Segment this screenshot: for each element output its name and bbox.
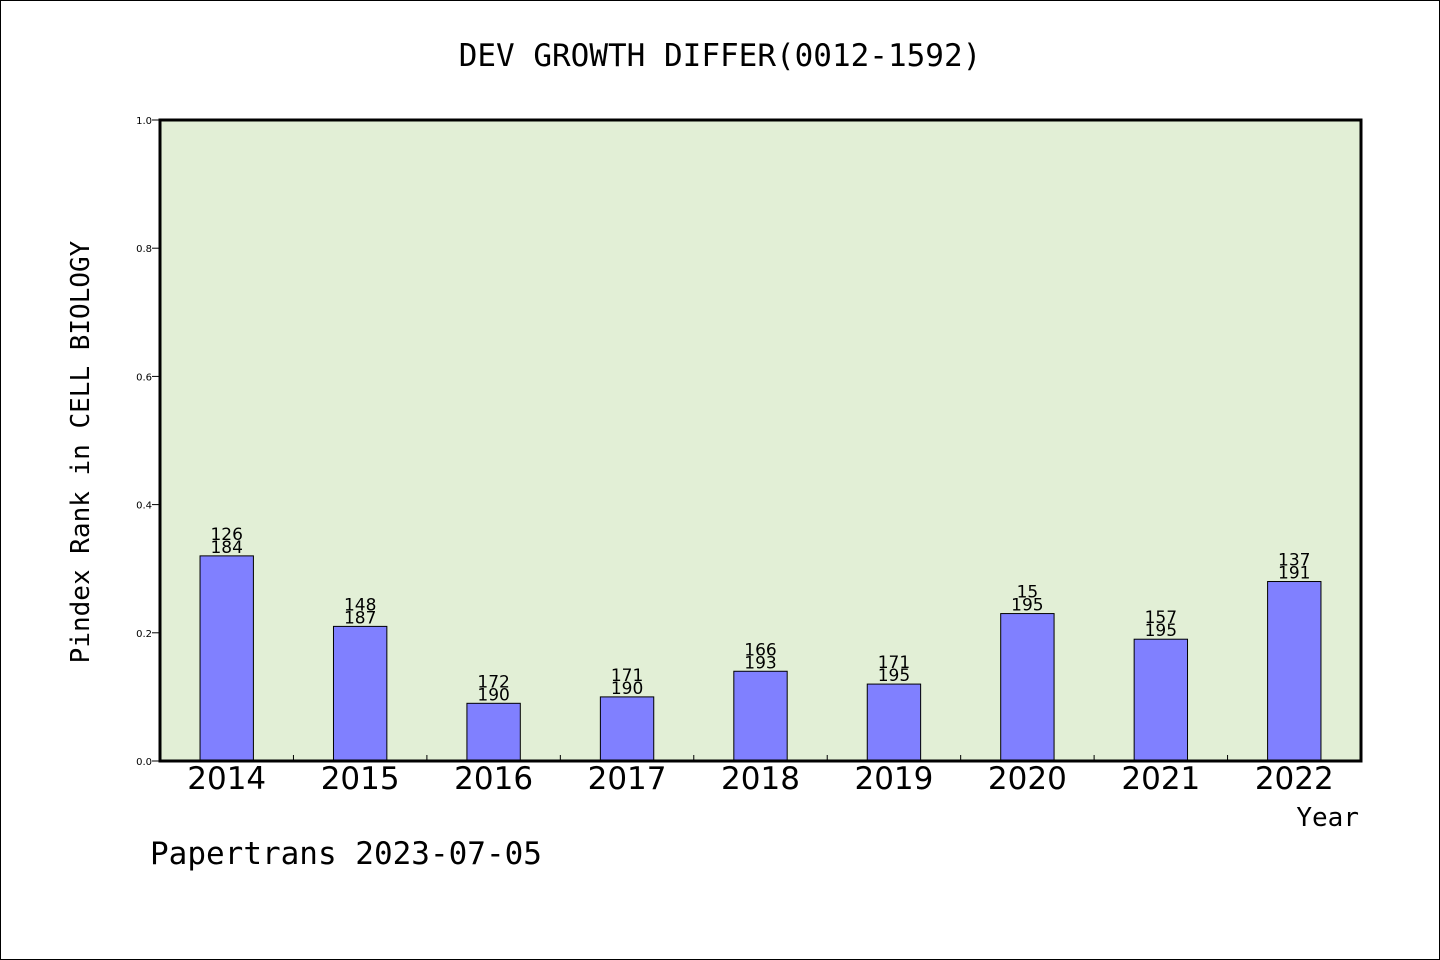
bar: [599, 696, 655, 762]
y-axis-label: Pindex Rank in CELL BIOLOGY: [66, 240, 96, 663]
bar: [332, 625, 388, 762]
bar-total-label: 193: [744, 653, 776, 673]
x-tick-label: 2020: [988, 761, 1067, 797]
bar: [733, 670, 788, 762]
x-axis-label: Year: [1296, 803, 1359, 833]
bar-rank-label: 171: [878, 653, 910, 673]
bar-rank-label: 148: [344, 595, 376, 615]
x-tick-label: 2014: [187, 761, 266, 797]
bar-total-label: 184: [210, 538, 242, 558]
x-tick-label: 2021: [1121, 761, 1200, 797]
bar: [199, 555, 254, 762]
y-tick-label: 0.0: [136, 757, 152, 768]
x-tick-label: 2022: [1255, 761, 1334, 797]
chart-title: DEV GROWTH DIFFER(0012-1592): [459, 38, 982, 74]
bar: [466, 702, 521, 762]
bar-total-label: 190: [611, 679, 643, 699]
bar-total-label: 195: [1145, 621, 1177, 641]
bar-rank-label: 137: [1278, 551, 1310, 571]
bar: [866, 683, 922, 762]
bar: [1267, 581, 1322, 762]
y-axis-ticks: 0.0 0.2 0.4 0.6 0.8 1.0: [136, 116, 160, 768]
x-tick-label: 2015: [321, 761, 400, 797]
footer-watermark: Papertrans 2023-07-05: [150, 836, 542, 872]
bar-rank-label: 171: [611, 666, 643, 686]
bar-total-label: 195: [878, 666, 910, 686]
bar-rank-label: 157: [1145, 608, 1177, 628]
bar-rank-label: 172: [477, 672, 509, 692]
bar-total-label: 191: [1278, 564, 1310, 584]
bar-total-label: 187: [344, 608, 376, 628]
y-tick-label: 1.0: [136, 116, 152, 127]
bar: [1133, 638, 1189, 762]
x-tick-label: 2016: [454, 761, 533, 797]
y-tick-label: 0.4: [136, 501, 152, 512]
x-tick-label: 2017: [588, 761, 667, 797]
plot-border: [158, 118, 1363, 763]
x-tick-label: 2018: [721, 761, 800, 797]
bar-rank-label: 166: [744, 640, 776, 660]
bar-total-label: 190: [477, 685, 509, 705]
x-axis-ticks: 2014 2015 2016 2017 2018 2019 2020 2021 2022: [187, 755, 1334, 797]
bar-total-label: 195: [1011, 596, 1043, 616]
x-tick-label: 2019: [854, 761, 933, 797]
y-tick-label: 0.6: [136, 372, 152, 383]
y-tick-label: 0.8: [136, 244, 152, 255]
bar-rank-label: 126: [210, 525, 242, 545]
bar-rank-label: 15: [1017, 583, 1039, 603]
y-tick-label: 0.2: [136, 629, 152, 640]
bar: [1000, 613, 1055, 762]
